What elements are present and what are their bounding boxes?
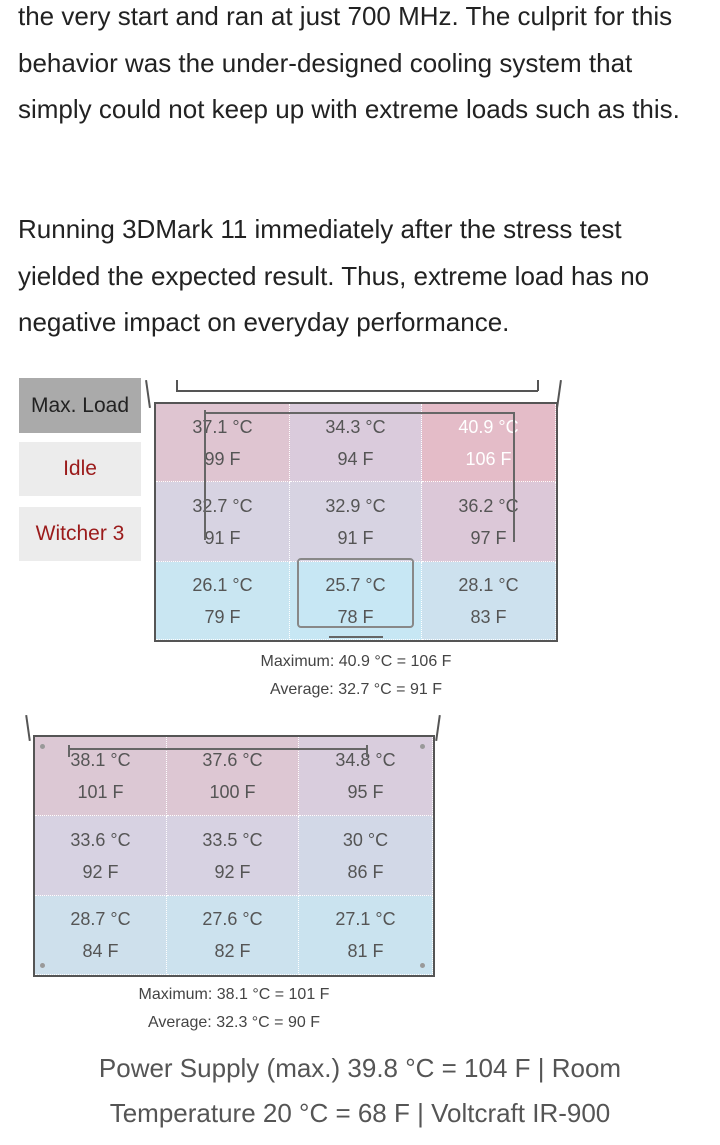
cell-fahrenheit: 94 F — [337, 448, 374, 469]
heatmap-cell: 40.9 °C 106 F — [422, 404, 556, 482]
cell-celsius: 30 °C — [342, 829, 389, 850]
heatmap-cell: 32.9 °C 91 F — [290, 482, 422, 562]
cell-celsius: 33.5 °C — [202, 829, 263, 850]
image-caption: Power Supply (max.) 39.8 °C = 104 F | Ro… — [98, 1053, 622, 1128]
heatmap-cell: 28.7 °C 84 F — [35, 896, 167, 975]
cell-celsius: 32.9 °C — [325, 495, 386, 516]
cell-fahrenheit: 92 F — [82, 861, 119, 882]
article-paragraph-1: the very start and ran at just 700 MHz. … — [18, 1, 680, 124]
heatmap-cell: 34.3 °C 94 F — [290, 404, 422, 482]
cell-fahrenheit: 101 F — [77, 782, 124, 802]
top-average-stat: Average: 32.7 °C = 91 F — [270, 681, 442, 698]
bottom-average-stat: Average: 32.3 °C = 90 F — [148, 1014, 320, 1031]
cell-fahrenheit: 84 F — [82, 941, 119, 961]
cell-fahrenheit: 92 F — [214, 861, 251, 882]
cell-celsius: 37.1 °C — [192, 416, 253, 437]
heatmap-cell: 37.6 °C 100 F — [167, 737, 299, 816]
cell-fahrenheit: 86 F — [347, 861, 384, 882]
heatmap-cell: 38.1 °C 101 F — [35, 737, 167, 816]
heatmap-cell: 27.6 °C 82 F — [167, 896, 299, 975]
cell-fahrenheit: 95 F — [347, 782, 384, 802]
cell-fahrenheit: 91 F — [337, 527, 374, 548]
heatmap-cell: 33.5 °C 92 F — [167, 816, 299, 896]
heatmap-cell: 33.6 °C 92 F — [35, 816, 167, 896]
cell-fahrenheit: 82 F — [214, 941, 251, 961]
heatmap-grid-bottom: 38.1 °C 101 F 37.6 °C 100 F 34.8 °C 95 F 33.6 … — [33, 735, 435, 977]
cell-fahrenheit: 100 F — [209, 782, 256, 802]
top-maximum-stat: Maximum: 40.9 °C = 106 F — [260, 653, 452, 670]
article-paragraph-2: Running 3DMark 11 immediately after the … — [18, 214, 650, 337]
cell-celsius: 27.1 °C — [335, 909, 396, 929]
cell-celsius: 27.6 °C — [202, 909, 263, 929]
cell-celsius: 36.2 °C — [458, 495, 519, 516]
tab-max-load[interactable]: Max. Load — [19, 378, 141, 433]
cell-fahrenheit: 83 F — [470, 606, 507, 627]
bottom-maximum-stat: Maximum: 38.1 °C = 101 F — [138, 986, 330, 1003]
heatmap-cell: 37.1 °C 99 F — [156, 404, 290, 482]
cell-celsius: 34.3 °C — [325, 416, 386, 437]
cell-celsius: 33.6 °C — [70, 829, 131, 850]
cell-fahrenheit: 91 F — [204, 527, 241, 548]
cell-celsius: 34.8 °C — [335, 750, 396, 770]
cell-fahrenheit: 99 F — [204, 448, 241, 469]
cell-fahrenheit: 79 F — [204, 606, 241, 627]
heatmap-cell: 32.7 °C 91 F — [156, 482, 290, 562]
cell-celsius: 28.7 °C — [70, 909, 131, 929]
tab-witcher-3[interactable]: Witcher 3 — [19, 507, 141, 561]
heatmap-cell: 28.1 °C 83 F — [422, 562, 556, 640]
heatmap-cell: 36.2 °C 97 F — [422, 482, 556, 562]
heatmap-grid-top: 37.1 °C 99 F 34.3 °C 94 F 40.9 °C 106 F 32.7 °… — [154, 402, 558, 642]
heatmap-cell: 30 °C 86 F — [299, 816, 433, 896]
cell-celsius: 32.7 °C — [192, 495, 253, 516]
tab-idle[interactable]: Idle — [19, 442, 141, 496]
cell-celsius: 28.1 °C — [458, 574, 519, 595]
cell-fahrenheit: 97 F — [470, 527, 507, 548]
cell-fahrenheit: 78 F — [337, 606, 374, 627]
cell-fahrenheit: 81 F — [347, 941, 384, 961]
heatmap-cell: 26.1 °C 79 F — [156, 562, 290, 640]
cell-celsius: 26.1 °C — [192, 574, 253, 595]
heatmap-cell: 27.1 °C 81 F — [299, 896, 433, 975]
cell-celsius: 40.9 °C — [458, 416, 519, 437]
cell-celsius: 38.1 °C — [70, 750, 131, 770]
cell-celsius: 25.7 °C — [325, 574, 386, 595]
cell-fahrenheit: 106 F — [465, 448, 512, 469]
cell-celsius: 37.6 °C — [202, 750, 263, 770]
